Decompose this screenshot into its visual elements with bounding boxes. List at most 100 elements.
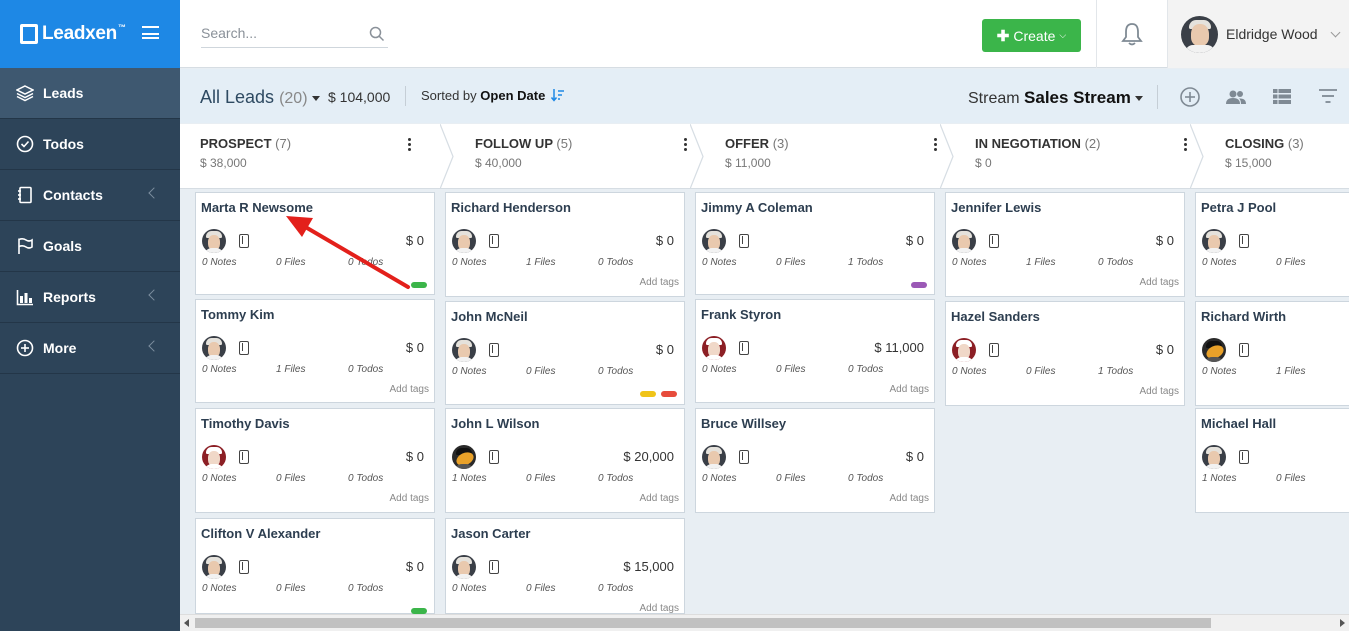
notes-count[interactable]: 0 Notes: [702, 257, 737, 268]
files-count[interactable]: 0 Files: [526, 366, 556, 377]
add-tags-link[interactable]: Add tags: [1139, 277, 1179, 288]
lead-card[interactable]: Jason Carter $ 15,000 0 Notes 0 Files 0 Todo…: [445, 518, 685, 614]
lead-name[interactable]: Bruce Willsey: [701, 416, 787, 431]
sidebar-item-contacts[interactable]: Contacts: [0, 170, 180, 221]
notifications-button[interactable]: [1096, 0, 1167, 68]
todos-count[interactable]: 0 Todos: [598, 257, 634, 268]
lead-card[interactable]: Timothy Davis $ 0 0 Notes 0 Files 0 Todos Add…: [195, 408, 435, 513]
files-count[interactable]: 0 Files: [776, 473, 806, 484]
notes-count[interactable]: 0 Notes: [202, 257, 237, 268]
lead-card[interactable]: Michael Hall 1 Notes 0 Files: [1195, 408, 1349, 513]
lead-name[interactable]: Timothy Davis: [201, 416, 290, 431]
phone-icon[interactable]: [489, 234, 499, 248]
todos-count[interactable]: 0 Todos: [348, 364, 384, 375]
add-tags-link[interactable]: Add tags: [389, 493, 429, 504]
notes-count[interactable]: 0 Notes: [702, 364, 737, 375]
files-count[interactable]: 1 Files: [276, 364, 306, 375]
todos-count[interactable]: 0 Todos: [348, 583, 384, 594]
sidebar-item-todos[interactable]: Todos: [0, 119, 180, 170]
todos-count[interactable]: 0 Todos: [598, 473, 634, 484]
lead-card[interactable]: Petra J Pool 0 Notes 0 Files: [1195, 192, 1349, 297]
lead-card[interactable]: John L Wilson $ 20,000 1 Notes 0 Files 0 Tod…: [445, 408, 685, 513]
phone-icon[interactable]: [1239, 234, 1249, 248]
tag-color-pill[interactable]: [411, 282, 427, 288]
notes-count[interactable]: 0 Notes: [452, 257, 487, 268]
phone-icon[interactable]: [239, 341, 249, 355]
stage-menu-icon[interactable]: [1184, 138, 1188, 152]
add-tags-link[interactable]: Add tags: [889, 493, 929, 504]
lead-name[interactable]: Jason Carter: [451, 526, 531, 541]
lead-card[interactable]: Bruce Willsey $ 0 0 Notes 0 Files 0 Todos Add…: [695, 408, 935, 513]
notes-count[interactable]: 0 Notes: [1202, 366, 1237, 377]
files-count[interactable]: 0 Files: [1026, 366, 1056, 377]
files-count[interactable]: 0 Files: [276, 473, 306, 484]
todos-count[interactable]: 0 Todos: [348, 257, 384, 268]
phone-icon[interactable]: [239, 560, 249, 574]
files-count[interactable]: 0 Files: [776, 364, 806, 375]
notes-count[interactable]: 0 Notes: [952, 257, 987, 268]
todos-count[interactable]: 0 Todos: [598, 366, 634, 377]
phone-icon[interactable]: [239, 234, 249, 248]
phone-icon[interactable]: [1239, 343, 1249, 357]
scrollbar-thumb[interactable]: [195, 618, 1211, 628]
lead-card[interactable]: Jennifer Lewis $ 0 0 Notes 1 Files 0 Todos Ad…: [945, 192, 1185, 297]
add-circle-icon[interactable]: [1179, 86, 1201, 108]
lead-name[interactable]: Jennifer Lewis: [951, 200, 1042, 215]
lead-card[interactable]: Frank Styron $ 11,000 0 Notes 0 Files 0 Todo…: [695, 299, 935, 403]
add-tags-link[interactable]: Add tags: [1139, 386, 1179, 397]
tag-color-pill[interactable]: [661, 391, 677, 397]
stage-header-closing[interactable]: CLOSING (3) $ 15,000: [1205, 124, 1349, 188]
tag-color-pill[interactable]: [640, 391, 656, 397]
create-button[interactable]: ✚ Create ⌵: [982, 19, 1081, 52]
stage-header-prospect[interactable]: PROSPECT (7) $ 38,000: [180, 124, 455, 188]
phone-icon[interactable]: [989, 234, 999, 248]
stage-header-follow-up[interactable]: FOLLOW UP (5) $ 40,000: [455, 124, 705, 188]
lead-name[interactable]: Petra J Pool: [1201, 200, 1277, 215]
sidebar-item-leads[interactable]: Leads: [0, 68, 180, 119]
notes-count[interactable]: 1 Notes: [1202, 473, 1237, 484]
scroll-right-arrow-icon[interactable]: [1340, 619, 1345, 627]
add-tags-link[interactable]: Add tags: [639, 277, 679, 288]
files-count[interactable]: 0 Files: [1276, 257, 1306, 268]
phone-icon[interactable]: [1239, 450, 1249, 464]
lead-name[interactable]: Frank Styron: [701, 307, 782, 322]
files-count[interactable]: 1 Files: [1026, 257, 1056, 268]
lead-name[interactable]: Jimmy A Coleman: [701, 200, 813, 215]
notes-count[interactable]: 0 Notes: [452, 583, 487, 594]
notes-count[interactable]: 0 Notes: [202, 364, 237, 375]
phone-icon[interactable]: [989, 343, 999, 357]
lead-name[interactable]: Richard Henderson: [451, 200, 571, 215]
lead-name[interactable]: John L Wilson: [451, 416, 540, 431]
lead-card[interactable]: Jimmy A Coleman $ 0 0 Notes 0 Files 1 Todos: [695, 192, 935, 295]
notes-count[interactable]: 0 Notes: [952, 366, 987, 377]
files-count[interactable]: 0 Files: [1276, 473, 1306, 484]
lead-card[interactable]: Tommy Kim $ 0 0 Notes 1 Files 0 Todos Add tag…: [195, 299, 435, 403]
phone-icon[interactable]: [739, 234, 749, 248]
files-count[interactable]: 0 Files: [276, 257, 306, 268]
notes-count[interactable]: 0 Notes: [702, 473, 737, 484]
notes-count[interactable]: 0 Notes: [452, 366, 487, 377]
scroll-left-arrow-icon[interactable]: [184, 619, 189, 627]
lead-name[interactable]: Richard Wirth: [1201, 309, 1287, 324]
phone-icon[interactable]: [739, 341, 749, 355]
todos-count[interactable]: 0 Todos: [848, 473, 884, 484]
stage-menu-icon[interactable]: [934, 138, 938, 152]
lead-card[interactable]: Richard Henderson $ 0 0 Notes 1 Files 0 Todo…: [445, 192, 685, 297]
stage-header-in-negotiation[interactable]: IN NEGOTIATION (2) $ 0: [955, 124, 1205, 188]
sort-selector[interactable]: Sorted by Open Date: [421, 88, 565, 103]
add-tags-link[interactable]: Add tags: [639, 603, 679, 614]
hamburger-menu-icon[interactable]: [142, 26, 159, 39]
lead-card[interactable]: John McNeil $ 0 0 Notes 0 Files 0 Todos: [445, 301, 685, 405]
sidebar-item-goals[interactable]: Goals: [0, 221, 180, 272]
phone-icon[interactable]: [489, 560, 499, 574]
lead-name[interactable]: Hazel Sanders: [951, 309, 1040, 324]
stage-menu-icon[interactable]: [684, 138, 688, 152]
lead-name[interactable]: Michael Hall: [1201, 416, 1277, 431]
search-icon[interactable]: [369, 26, 385, 42]
phone-icon[interactable]: [739, 450, 749, 464]
files-count[interactable]: 1 Files: [526, 257, 556, 268]
files-count[interactable]: 0 Files: [776, 257, 806, 268]
add-tags-link[interactable]: Add tags: [889, 384, 929, 395]
stream-selector[interactable]: Stream Sales Stream: [968, 88, 1143, 108]
files-count[interactable]: 0 Files: [526, 473, 556, 484]
